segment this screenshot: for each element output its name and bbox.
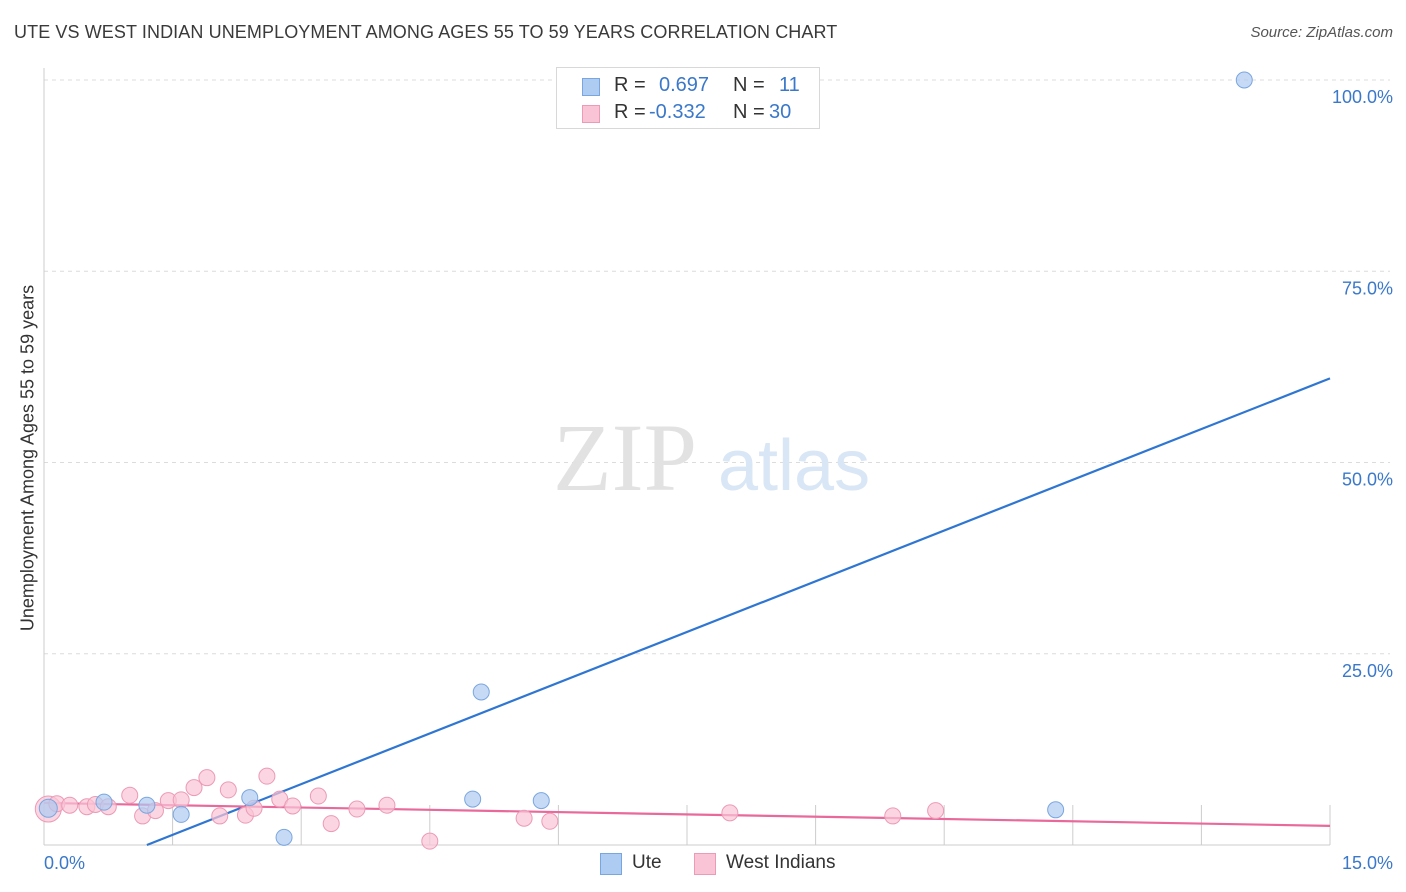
source-label: Source: ZipAtlas.com: [1250, 24, 1393, 41]
legend-r-value: 0.697: [659, 74, 710, 96]
ute-point: [172, 805, 190, 823]
ute-point: [275, 828, 293, 846]
ute-point: [95, 793, 113, 811]
bottom-legend-label-west-indians: West Indians: [726, 852, 836, 873]
west-indians-point: [309, 787, 327, 805]
legend-n-label: N =: [733, 74, 765, 96]
y-tick-label: 25.0%: [1342, 661, 1393, 681]
ute-point: [1235, 71, 1253, 89]
legend-n-label: N =: [733, 101, 765, 123]
west-indians-point: [541, 812, 559, 830]
legend-swatch-ute: [582, 78, 600, 96]
correlation-legend: R = 0.697 N = 11 R = -0.332 N = 30: [556, 67, 820, 129]
west-indians-point: [219, 781, 237, 799]
west-indians-point: [515, 809, 533, 827]
bottom-legend-swatch-ute: [600, 853, 622, 875]
legend-row-west-indians: R = -0.332 N = 30: [557, 101, 819, 127]
ute-point: [472, 683, 490, 701]
x-tick-label: 0.0%: [44, 853, 85, 873]
bottom-legend-label-ute: Ute: [632, 852, 662, 873]
west-indians-point: [348, 800, 366, 818]
legend-n-value: 11: [779, 74, 800, 96]
west-indians-point: [172, 791, 190, 809]
west-indians-point: [258, 767, 276, 785]
west-indians-point: [721, 804, 739, 822]
west-indians-point: [121, 786, 139, 804]
watermark-atlas: atlas: [718, 426, 870, 506]
legend-swatch-west-indians: [582, 105, 600, 123]
west-indians-point: [284, 797, 302, 815]
watermark-zip: ZIP: [553, 404, 697, 511]
legend-n-value: 30: [769, 101, 792, 123]
west-indians-point: [322, 815, 340, 833]
legend-r-label: R =: [614, 101, 646, 123]
west-indians-point: [198, 769, 216, 787]
west-indians-point: [378, 796, 396, 814]
legend-r-label: R =: [614, 74, 646, 96]
y-axis-label: Unemployment Among Ages 55 to 59 years: [17, 284, 38, 632]
west-indians-point: [185, 779, 203, 797]
bottom-legend-swatch-west-indians: [694, 853, 716, 875]
west-indians-point: [884, 807, 902, 825]
ute-point: [1047, 801, 1065, 819]
west-indians-point: [211, 807, 229, 825]
y-tick-label: 75.0%: [1342, 278, 1393, 298]
legend-row-ute: R = 0.697 N = 11: [557, 74, 819, 100]
west-indians-point: [927, 802, 945, 820]
ute-point: [38, 798, 58, 818]
west-indians-point: [61, 796, 79, 814]
legend-r-value: -0.332: [649, 101, 706, 123]
ute-point: [532, 792, 550, 810]
chart-title: UTE VS WEST INDIAN UNEMPLOYMENT AMONG AG…: [14, 22, 838, 42]
west-indians-point: [421, 832, 439, 850]
y-tick-label: 50.0%: [1342, 470, 1393, 490]
ute-point: [464, 790, 482, 808]
y-tick-label: 100.0%: [1332, 87, 1393, 107]
x-tick-label: 15.0%: [1342, 853, 1393, 873]
ute-point: [138, 796, 156, 814]
ute-point: [241, 789, 259, 807]
ute-trend-line: [146, 377, 1331, 847]
